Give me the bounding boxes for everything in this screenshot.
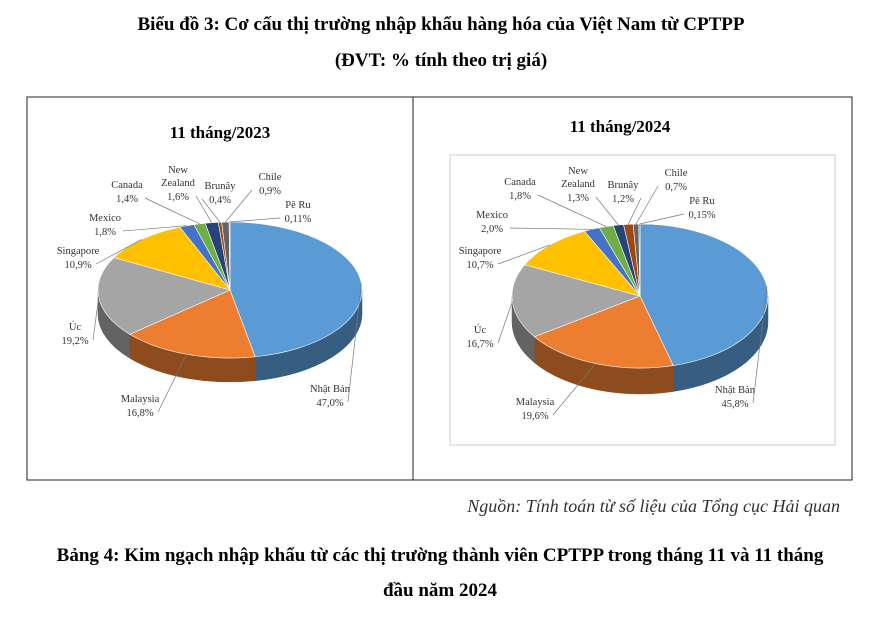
- pie-slice: [129, 289, 256, 359]
- chart-figure: Biểu đồ 3: Cơ cấu thị trường nhập khẩu h…: [26, 14, 853, 516]
- slice-value-label: 45,8%: [721, 399, 748, 410]
- slice-value-label: 1,8%: [509, 191, 531, 202]
- slice-value-label: 19,6%: [521, 411, 548, 422]
- slice-label: Mexico: [476, 210, 508, 221]
- slice-label: Canada: [111, 180, 143, 191]
- plot-frame: [449, 154, 836, 446]
- slice-value-label: 1,4%: [116, 194, 138, 205]
- slice-label: Brunây: [205, 181, 237, 192]
- slice-label: Singapore: [57, 246, 100, 257]
- leader-line: [122, 225, 187, 232]
- leader-line: [201, 198, 221, 223]
- leader-line: [157, 354, 187, 413]
- leader-line: [552, 363, 596, 416]
- leader-line: [752, 286, 768, 404]
- slice-label: Chile: [665, 168, 688, 179]
- slice-label: Brunây: [608, 180, 640, 191]
- slice-value-label: 47,0%: [316, 398, 343, 409]
- leader-line: [225, 189, 253, 223]
- slice-label: Canada: [504, 177, 536, 188]
- slice-label: New Zealand: [161, 165, 196, 189]
- pie-slice: [511, 264, 641, 338]
- slice-value-label: 1,6%: [167, 192, 189, 203]
- slice-value-label: 19,2%: [61, 336, 88, 347]
- slice-label: Úc: [474, 324, 487, 336]
- leader-line: [537, 194, 607, 227]
- pie-slice: [97, 257, 231, 335]
- leader-line: [595, 196, 619, 226]
- slice-value-label: 2,0%: [481, 224, 503, 235]
- slice-value-label: 16,8%: [126, 408, 153, 419]
- leader-line: [509, 227, 592, 230]
- slice-value-label: 0,11%: [285, 214, 312, 225]
- slice-label: Malaysia: [516, 397, 555, 408]
- pie-slice: [533, 295, 674, 369]
- figure-subtitle: (ĐVT: % tính theo trị giá): [335, 50, 547, 71]
- slice-label: Úc: [69, 321, 82, 333]
- leader-line: [95, 239, 142, 265]
- slice-value-label: 10,9%: [64, 260, 91, 271]
- slice-value-label: 16,7%: [466, 339, 493, 350]
- leader-line: [635, 185, 659, 225]
- slice-label: Mexico: [89, 213, 121, 224]
- leader-line: [229, 217, 281, 223]
- source-note: Nguồn: Tính toán từ số liệu của Tổng cục…: [466, 496, 840, 516]
- leader-line: [497, 244, 550, 265]
- leader-line: [195, 195, 213, 223]
- slice-value-label: 0,9%: [259, 186, 281, 197]
- leader-line: [144, 197, 200, 225]
- slice-value-label: 0,7%: [665, 182, 687, 193]
- chart-title: 11 tháng/2024: [570, 117, 671, 136]
- pie-slice: [639, 223, 769, 366]
- slice-value-label: 1,3%: [567, 193, 589, 204]
- figure-title: Biểu đồ 3: Cơ cấu thị trường nhập khẩu h…: [137, 14, 744, 35]
- table-title: Bảng 4: Kim ngạch nhập khẩu từ các thị t…: [56, 545, 824, 601]
- slice-label: New Zealand: [561, 166, 596, 190]
- slice-value-label: 10,7%: [466, 260, 493, 271]
- slice-label: Malaysia: [121, 394, 160, 405]
- chart-title: 11 tháng/2023: [170, 123, 271, 142]
- slice-label: Nhật Bản: [310, 384, 351, 395]
- frame: [26, 96, 853, 481]
- slice-value-label: 0,15%: [688, 210, 715, 221]
- slice-value-label: 1,8%: [94, 227, 116, 238]
- slice-label: Pê Ru: [285, 200, 311, 211]
- leader-line: [347, 283, 362, 403]
- slice-value-label: 1,2%: [612, 194, 634, 205]
- leader-line: [497, 301, 513, 344]
- slice-label: Pê Ru: [689, 196, 715, 207]
- slice-label: Singapore: [459, 246, 502, 257]
- leader-line: [627, 197, 642, 225]
- leader-line: [639, 213, 685, 225]
- slice-label: Chile: [259, 172, 282, 183]
- slice-label: Nhật Bản: [715, 385, 756, 396]
- slice-value-label: 0,4%: [209, 195, 231, 206]
- leader-line: [92, 297, 100, 341]
